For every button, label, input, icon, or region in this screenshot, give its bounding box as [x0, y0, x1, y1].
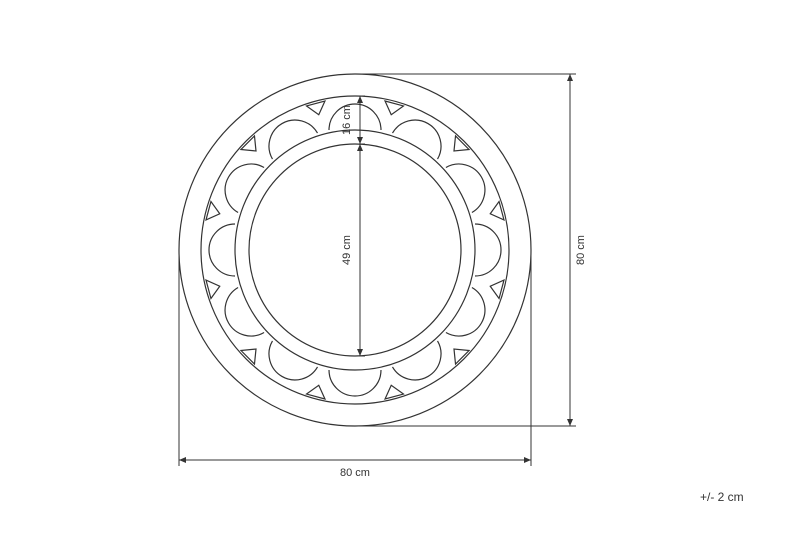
decor-arc [446, 287, 485, 336]
arrowhead [357, 349, 363, 356]
tolerance-label: +/- 2 cm [700, 490, 744, 504]
circle [249, 144, 461, 356]
dimension-label: 80 cm [575, 235, 587, 265]
decor-arc [329, 104, 381, 130]
circle [235, 130, 475, 370]
decor-arc [446, 164, 485, 213]
mirror-diagram: 80 cm 80 cm 49 cm 16 cm [0, 0, 800, 533]
dimension-label: 80 cm [340, 467, 370, 479]
circle [201, 96, 509, 404]
arrowhead [524, 457, 531, 463]
arrowhead [567, 74, 573, 81]
decor-arc [225, 164, 264, 213]
decor-arc [269, 120, 318, 159]
arrowhead [179, 457, 186, 463]
drawing-canvas: 80 cm 80 cm 49 cm 16 cm +/- 2 cm [0, 0, 800, 533]
decor-arc [392, 341, 441, 380]
arrowhead [357, 144, 363, 151]
arrowhead [567, 419, 573, 426]
decor-arc [329, 370, 381, 396]
decor-arc [209, 224, 235, 276]
dimension-label: 16 cm [341, 105, 353, 135]
decor-arc [475, 224, 501, 276]
arrowhead [357, 96, 363, 103]
decor-arc [392, 120, 441, 159]
dimension-label: 49 cm [341, 235, 353, 265]
decor-arc [225, 287, 264, 336]
decor-arc [269, 341, 318, 380]
circle [179, 74, 531, 426]
arrowhead [357, 137, 363, 144]
